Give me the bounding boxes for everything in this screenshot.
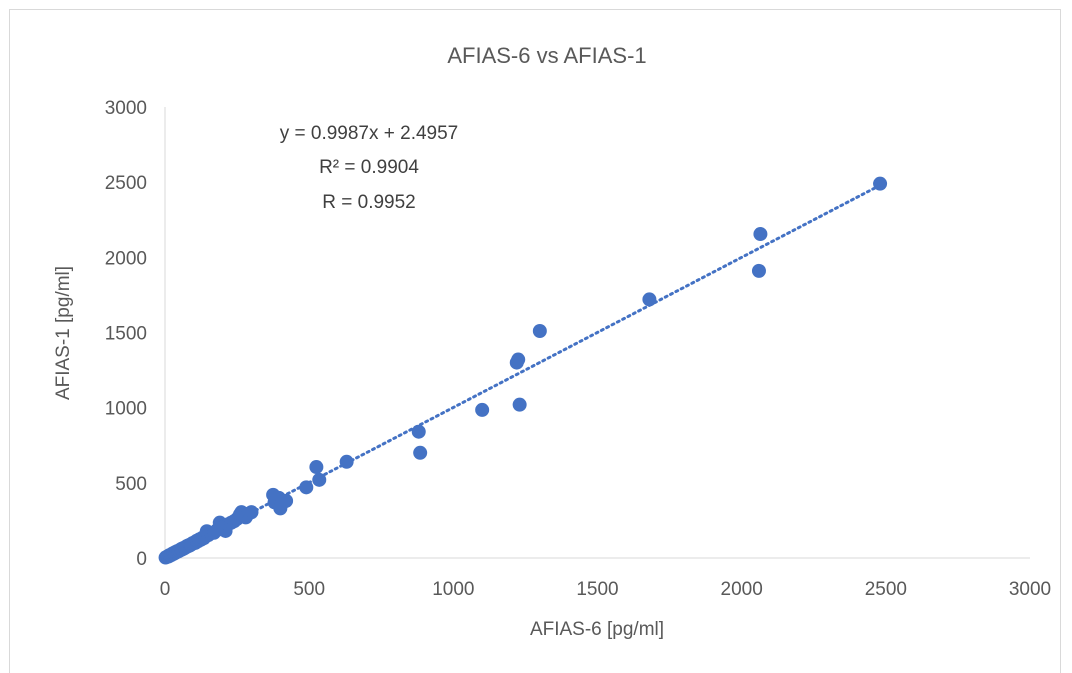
x-tick-label: 1000 — [432, 579, 474, 600]
data-point — [413, 445, 428, 460]
data-point — [873, 176, 888, 191]
trendline — [163, 183, 882, 560]
r-annotation: R = 0.9952 — [322, 192, 416, 213]
data-point — [532, 323, 547, 338]
x-tick-label: 2500 — [865, 579, 907, 600]
chart-title: AFIAS-6 vs AFIAS-1 — [447, 43, 646, 68]
y-tick-label: 1000 — [105, 399, 147, 420]
y-tick-label: 500 — [115, 474, 147, 495]
equation-annotation: y = 0.9987x + 2.4957 — [280, 123, 459, 144]
chart-frame — [9, 9, 1061, 673]
y-tick-label: 2000 — [105, 248, 147, 269]
data-point — [642, 292, 657, 307]
y-tick-label: 2500 — [105, 173, 147, 194]
x-tick-label: 1500 — [576, 579, 618, 600]
y-tick-label: 3000 — [105, 98, 147, 119]
data-point — [751, 263, 766, 278]
x-tick-label: 500 — [293, 579, 325, 600]
data-point — [511, 352, 526, 367]
x-tick-label: 2000 — [721, 579, 763, 600]
x-tick-label: 3000 — [1009, 579, 1051, 600]
y-tick-label: 1500 — [105, 324, 147, 345]
r-squared-annotation: R² = 0.9904 — [319, 157, 419, 178]
data-point — [312, 472, 327, 487]
y-axis-title: AFIAS-1 [pg/ml] — [53, 266, 74, 400]
x-axis-title: AFIAS-6 [pg/ml] — [530, 619, 664, 640]
x-tick-label: 0 — [160, 579, 171, 600]
y-tick-label: 0 — [136, 549, 147, 570]
data-point — [475, 402, 490, 417]
data-point — [512, 397, 527, 412]
data-point — [753, 227, 768, 242]
data-point — [309, 460, 324, 475]
